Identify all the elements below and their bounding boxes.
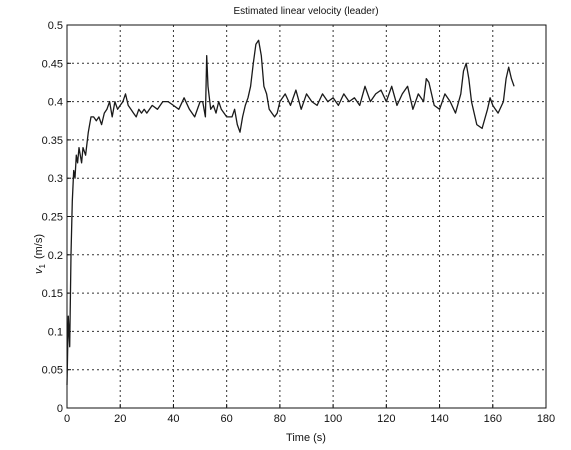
series-group: [66, 39, 515, 386]
x-axis-label: Time (s): [286, 432, 326, 444]
grid-lines: [67, 25, 546, 408]
x-tick-label: 40: [167, 413, 179, 425]
x-tick-label: 180: [537, 413, 555, 425]
y-axis-label: v1 (m/s): [33, 234, 47, 274]
y-tick-label: 0.15: [42, 288, 63, 300]
y-tick-label: 0.25: [42, 212, 63, 224]
y-axis-label-subscript: 1: [38, 264, 47, 269]
y-tick-label: 0.1: [48, 326, 63, 338]
y-axis-ticks: 0 0.05 0.1 0.15 0.2 0.25 0.3 0.35 0.4 0.45 0.5: [42, 20, 71, 415]
y-tick-label: 0: [57, 403, 63, 415]
x-tick-label: 0: [64, 413, 70, 425]
x-tick-label: 100: [324, 413, 342, 425]
y-tick-label: 0.4: [48, 97, 63, 109]
chart-title: Estimated linear velocity (leader): [233, 6, 378, 17]
y-axis-label-group: v1 (m/s): [33, 234, 47, 274]
y-tick-label: 0.45: [42, 58, 63, 70]
y-tick-label: 0.3: [48, 173, 63, 185]
series-line: [66, 39, 515, 386]
y-axis-label-symbol: v: [33, 267, 45, 274]
x-tick-label: 20: [114, 413, 126, 425]
x-tick-label: 80: [274, 413, 286, 425]
y-tick-label: 0.2: [48, 250, 63, 262]
y-axis-label-unit: (m/s): [33, 234, 45, 259]
y-tick-label: 0.5: [48, 20, 63, 32]
x-axis-ticks: 0 20 40 60 80 100 120 140 160 180: [64, 404, 555, 425]
x-tick-label: 120: [377, 413, 395, 425]
x-tick-label: 140: [430, 413, 448, 425]
y-tick-label: 0.05: [42, 365, 63, 377]
x-tick-label: 160: [484, 413, 502, 425]
x-tick-label: 60: [221, 413, 233, 425]
y-tick-label: 0.35: [42, 135, 63, 147]
